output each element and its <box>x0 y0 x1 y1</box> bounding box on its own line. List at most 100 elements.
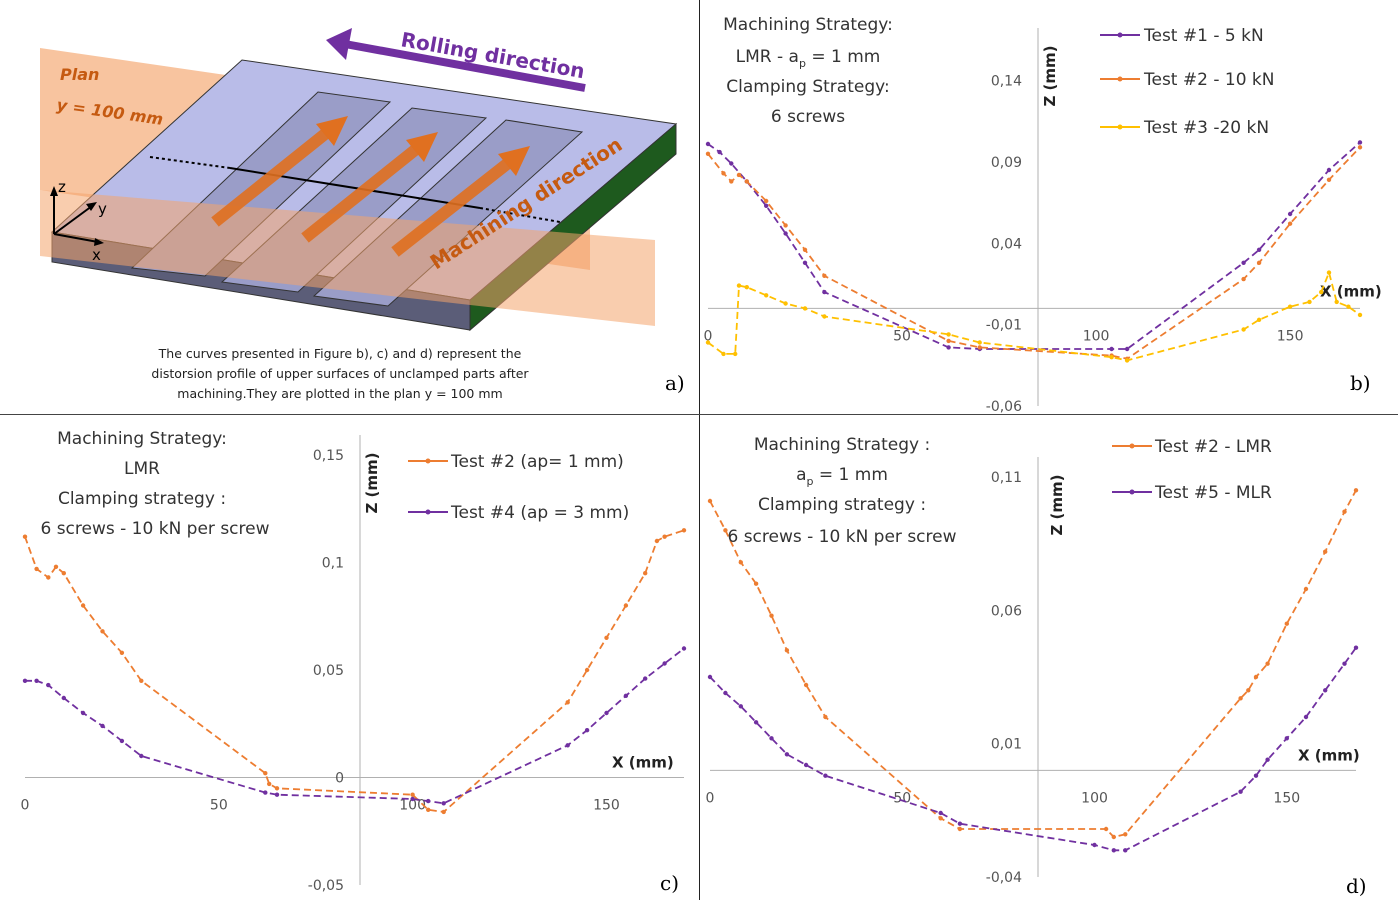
data-point <box>100 723 105 729</box>
annotation-line: ap = 1 mm <box>796 465 888 488</box>
data-point <box>34 678 39 683</box>
data-point <box>729 179 734 184</box>
plan-label-1: Plan <box>60 65 99 84</box>
annotation-part: LMR - a <box>736 47 799 67</box>
data-point <box>946 332 951 337</box>
vertical-divider <box>699 0 700 900</box>
data-point <box>733 351 738 357</box>
legend-marker <box>425 509 431 515</box>
data-point <box>1287 221 1293 226</box>
plot-area-c: 0 50 100 150 0,15 0,1 0,05 0 -0,05 X (mm) Z (mm) <box>21 435 687 894</box>
x-tick-label: 150 <box>1273 790 1300 806</box>
data-point <box>441 809 446 815</box>
data-point <box>769 736 774 741</box>
legend-c: Test #2 (ap= 1 mm) Test #4 (ap = 3 mm) <box>408 452 629 523</box>
annotation-subscript: p <box>799 57 806 70</box>
annotation-b: Machining Strategy: LMR - ap = 1 mm Clam… <box>723 15 893 127</box>
chart-d-svg: 0 50 100 150 0,11 0,06 0,01 -0,04 X (mm) Z (mm) M… <box>706 435 1367 898</box>
y-tick-label: 0,04 <box>991 236 1022 252</box>
data-point <box>426 807 431 812</box>
legend-entry: Test #1 - 5 kN <box>1143 26 1264 46</box>
data-point <box>267 781 272 787</box>
data-point <box>274 786 280 791</box>
annotation-line: Machining Strategy : <box>754 435 930 455</box>
data-point <box>263 790 268 795</box>
data-point <box>1111 848 1116 853</box>
data-point <box>736 172 742 178</box>
x-tick-label: 50 <box>210 798 228 814</box>
panel-letter-c: c) <box>660 871 679 895</box>
data-point <box>1287 211 1293 217</box>
y-axis-title: Z (mm) <box>1048 474 1066 535</box>
x-tick-label: 0 <box>704 328 713 344</box>
data-point <box>823 714 828 720</box>
figure-caption: The curves presented in Figure b), c) an… <box>60 344 620 404</box>
data-point <box>119 650 125 655</box>
data-point <box>938 810 943 816</box>
x-axis-title: X (mm) <box>1320 282 1382 300</box>
data-point <box>957 821 963 826</box>
x-tick-label: 0 <box>21 798 30 814</box>
data-point <box>623 693 629 698</box>
data-point <box>22 678 28 683</box>
legend-entry: Test #2 (ap= 1 mm) <box>450 452 624 472</box>
data-point <box>441 801 446 806</box>
plan-plane-front <box>40 190 655 326</box>
data-point <box>1265 661 1270 666</box>
x-axis-title: X (mm) <box>1298 746 1360 764</box>
data-point <box>1241 276 1246 282</box>
data-point <box>1246 688 1251 693</box>
data-point <box>957 826 963 832</box>
data-point <box>707 498 713 504</box>
data-point <box>1092 842 1097 848</box>
legend-marker <box>1129 489 1135 495</box>
y-tick-label: 0,05 <box>313 663 344 679</box>
series-line-1 <box>709 489 1357 838</box>
rolling-arrowhead <box>326 28 352 60</box>
annotation-subscript: p <box>807 475 814 488</box>
data-point <box>753 581 759 586</box>
axis-x-label: x <box>92 246 101 264</box>
data-point <box>1256 317 1262 322</box>
data-point <box>565 743 570 748</box>
annotation-line: Machining Strategy: <box>723 15 893 35</box>
legend-entry: Test #3 -20 kN <box>1143 118 1269 138</box>
chart-b-svg: 0 50 100 150 0,14 0,09 0,04 -0,01 -0,06 X (mm) Z (… <box>704 15 1382 414</box>
data-point <box>139 678 144 683</box>
annotation-part: = 1 mm <box>814 465 888 485</box>
data-point <box>662 534 667 539</box>
data-point <box>822 289 827 295</box>
annotation-line: Clamping strategy : <box>58 489 226 509</box>
data-point <box>822 273 827 278</box>
panel-letter-d: d) <box>1346 874 1367 898</box>
section-line-dotted-right <box>479 207 561 223</box>
x-tick-label: 100 <box>1081 790 1108 806</box>
data-point <box>1241 260 1246 265</box>
annotation-line: 6 screws <box>771 107 845 127</box>
data-point <box>34 566 39 572</box>
data-point <box>1284 621 1289 626</box>
section-line-dotted-left <box>149 156 231 169</box>
data-point <box>736 283 742 288</box>
data-point <box>721 351 726 357</box>
y-tick-label: 0,01 <box>991 737 1022 753</box>
x-tick-label: 100 <box>1083 328 1110 344</box>
data-point <box>764 293 769 298</box>
data-point <box>764 198 769 204</box>
data-point <box>1123 848 1128 853</box>
data-point <box>1238 789 1243 794</box>
data-point <box>705 340 711 345</box>
legend-marker <box>1117 124 1123 130</box>
data-point <box>1334 299 1339 305</box>
plot-area-b: 0 50 100 150 0,14 0,09 0,04 -0,01 -0,06 X (mm) Z (… <box>704 28 1382 414</box>
annotation-line: LMR - ap = 1 mm <box>736 47 881 70</box>
data-point <box>263 771 268 776</box>
data-point <box>783 223 788 228</box>
data-point <box>802 247 808 252</box>
legend-b: Test #1 - 5 kN Test #2 - 10 kN Test #3 -… <box>1100 26 1274 138</box>
legend-entry: Test #2 - LMR <box>1154 437 1272 457</box>
data-point <box>1323 688 1328 693</box>
data-point <box>1342 661 1347 666</box>
data-point <box>1124 358 1130 363</box>
data-point <box>53 564 59 569</box>
